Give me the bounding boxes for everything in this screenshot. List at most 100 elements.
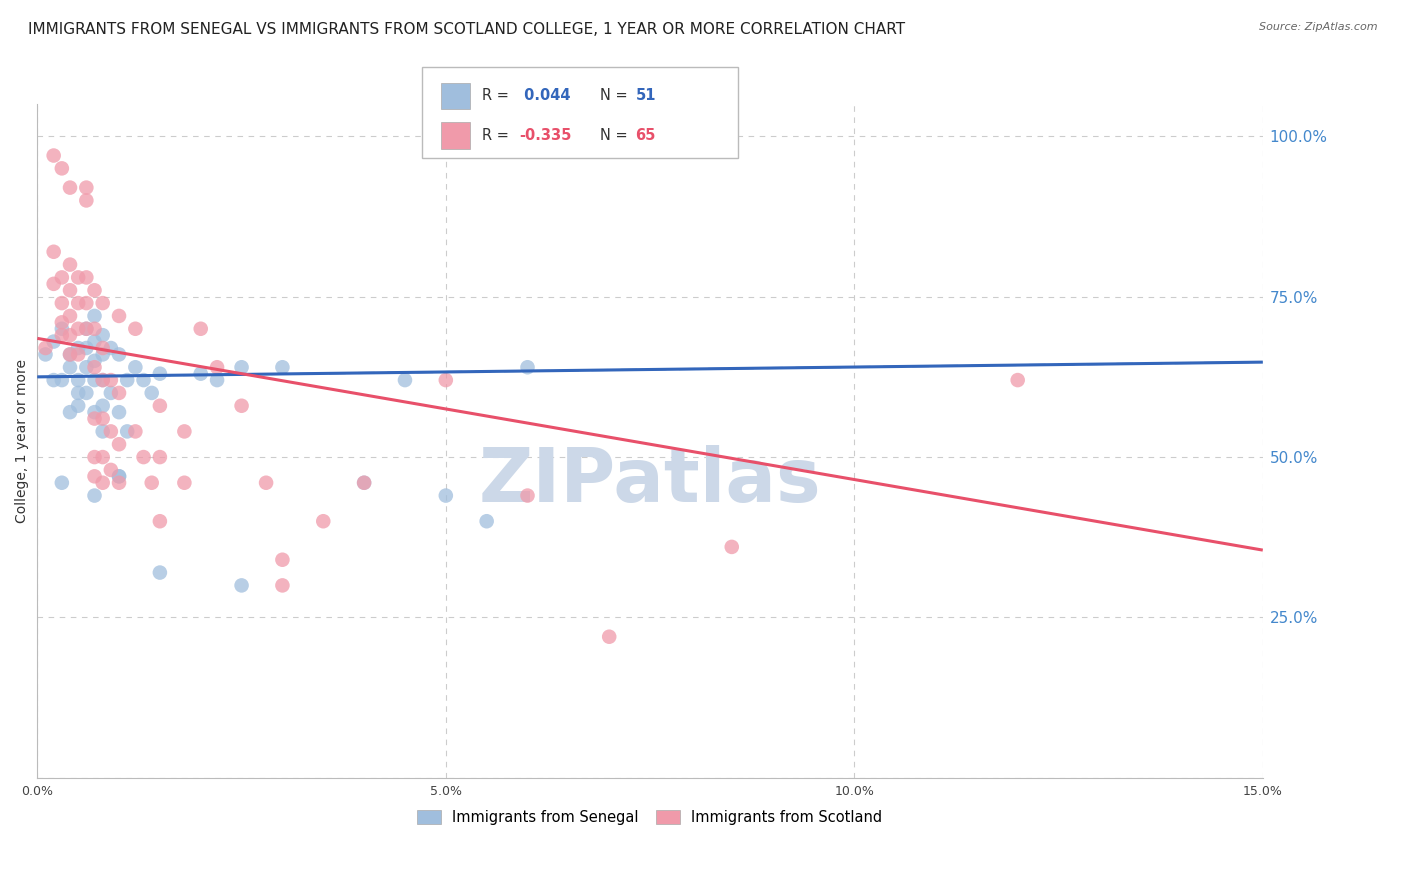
Point — [51, 322, 73, 336]
Point — [108, 347, 131, 361]
Point — [475, 514, 498, 528]
Point — [108, 469, 131, 483]
Point — [67, 270, 90, 285]
Point — [83, 411, 105, 425]
Point — [124, 425, 146, 439]
Text: R =: R = — [482, 88, 513, 103]
Point — [51, 475, 73, 490]
Point — [59, 347, 82, 361]
Point — [100, 385, 122, 400]
Point — [100, 341, 122, 355]
Point — [91, 475, 114, 490]
Point — [1007, 373, 1029, 387]
Text: R =: R = — [482, 128, 513, 143]
Point — [173, 475, 195, 490]
Point — [149, 367, 172, 381]
Point — [51, 161, 73, 176]
Point — [271, 360, 294, 375]
Text: N =: N = — [600, 88, 633, 103]
Point — [59, 180, 82, 194]
Point — [149, 399, 172, 413]
Point — [34, 347, 56, 361]
Point — [42, 277, 65, 291]
Point — [67, 399, 90, 413]
Point — [100, 373, 122, 387]
Point — [91, 341, 114, 355]
Point — [51, 373, 73, 387]
Point — [108, 437, 131, 451]
Point — [91, 347, 114, 361]
Point — [83, 322, 105, 336]
Point — [75, 270, 97, 285]
Point — [254, 475, 277, 490]
Point — [67, 341, 90, 355]
Point — [231, 399, 253, 413]
Point — [108, 475, 131, 490]
Point — [141, 385, 163, 400]
Point — [83, 360, 105, 375]
Point — [67, 373, 90, 387]
Point — [91, 425, 114, 439]
Point — [516, 360, 538, 375]
Text: Source: ZipAtlas.com: Source: ZipAtlas.com — [1260, 22, 1378, 32]
Point — [100, 463, 122, 477]
Point — [51, 270, 73, 285]
Point — [51, 315, 73, 329]
Point — [124, 360, 146, 375]
Point — [108, 309, 131, 323]
Point — [75, 194, 97, 208]
Point — [115, 425, 138, 439]
Point — [108, 469, 131, 483]
Point — [205, 373, 228, 387]
Point — [83, 489, 105, 503]
Point — [75, 322, 97, 336]
Point — [59, 360, 82, 375]
Point — [190, 367, 212, 381]
Point — [141, 475, 163, 490]
Point — [75, 360, 97, 375]
Point — [67, 385, 90, 400]
Point — [173, 425, 195, 439]
Text: IMMIGRANTS FROM SENEGAL VS IMMIGRANTS FROM SCOTLAND COLLEGE, 1 YEAR OR MORE CORR: IMMIGRANTS FROM SENEGAL VS IMMIGRANTS FR… — [28, 22, 905, 37]
Point — [205, 360, 228, 375]
Point — [83, 309, 105, 323]
Point — [83, 283, 105, 297]
Point — [42, 148, 65, 162]
Point — [83, 373, 105, 387]
Point — [59, 258, 82, 272]
Point — [67, 322, 90, 336]
Text: N =: N = — [600, 128, 633, 143]
Point — [91, 373, 114, 387]
Point — [100, 425, 122, 439]
Point — [42, 373, 65, 387]
Point — [91, 296, 114, 310]
Point — [83, 405, 105, 419]
Point — [75, 296, 97, 310]
Point — [67, 296, 90, 310]
Point — [91, 411, 114, 425]
Point — [115, 373, 138, 387]
Point — [75, 180, 97, 194]
Point — [434, 489, 457, 503]
Point — [353, 475, 375, 490]
Point — [231, 360, 253, 375]
Y-axis label: College, 1 year or more: College, 1 year or more — [15, 359, 30, 523]
Point — [271, 553, 294, 567]
Point — [59, 347, 82, 361]
Point — [124, 322, 146, 336]
Point — [83, 450, 105, 464]
Point — [75, 322, 97, 336]
Point — [91, 450, 114, 464]
Point — [516, 489, 538, 503]
Point — [149, 514, 172, 528]
Point — [75, 341, 97, 355]
Point — [353, 475, 375, 490]
Point — [83, 469, 105, 483]
Point — [720, 540, 742, 554]
Point — [434, 373, 457, 387]
Point — [132, 450, 155, 464]
Point — [91, 373, 114, 387]
Point — [231, 578, 253, 592]
Point — [42, 244, 65, 259]
Point — [34, 341, 56, 355]
